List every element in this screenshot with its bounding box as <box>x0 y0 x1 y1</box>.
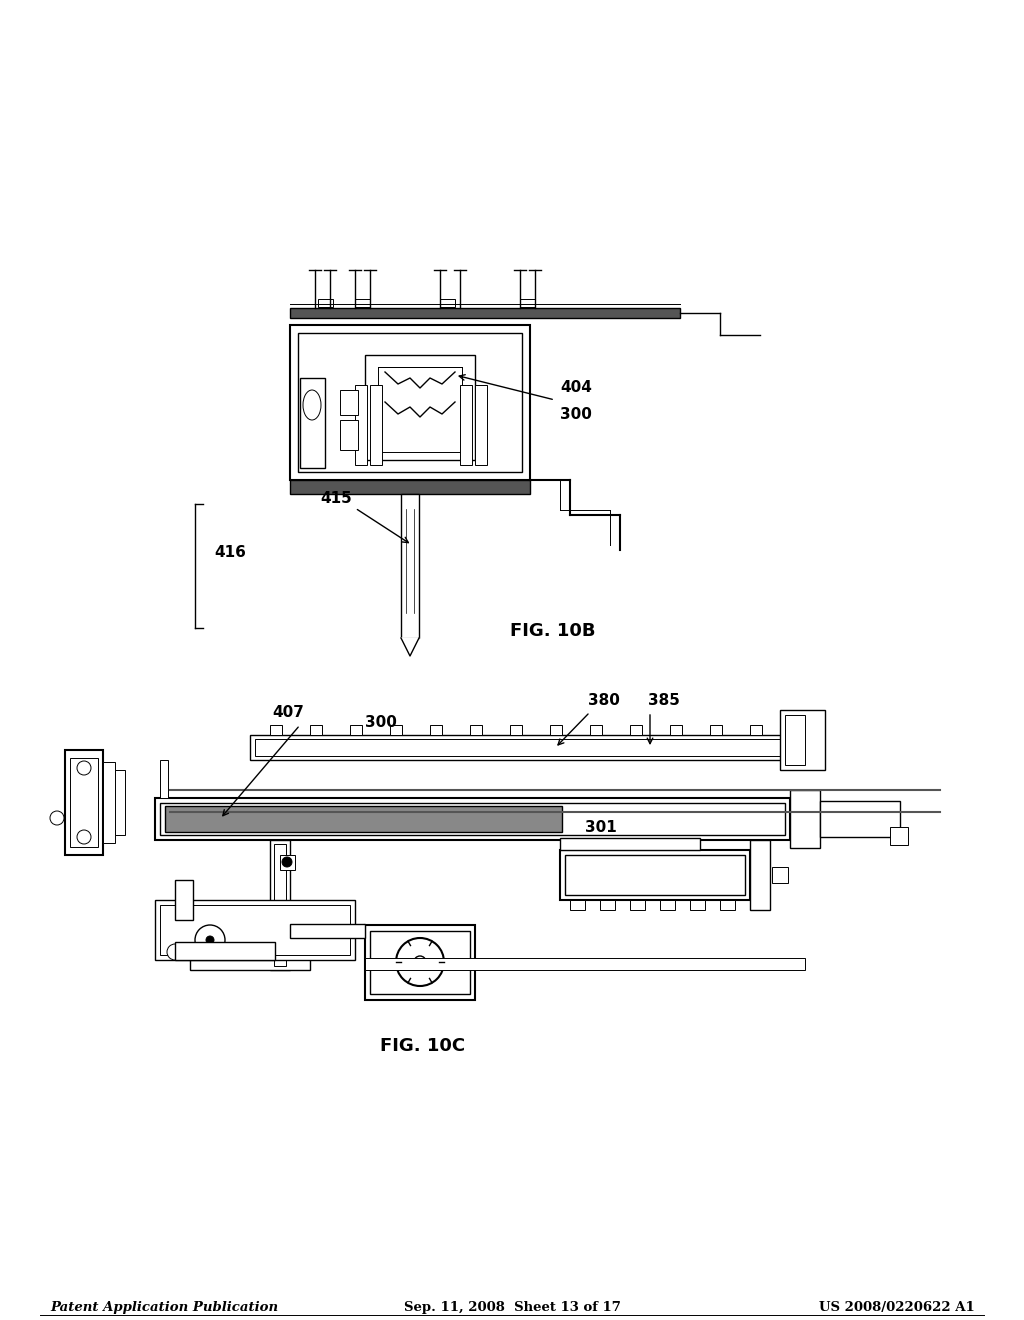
Bar <box>250 735 790 760</box>
Bar <box>690 900 705 909</box>
Bar <box>175 942 275 960</box>
Bar <box>190 950 310 970</box>
Bar <box>550 725 562 735</box>
Bar <box>365 355 475 459</box>
Bar <box>890 828 908 845</box>
Circle shape <box>50 810 63 825</box>
Bar <box>720 900 735 909</box>
Bar <box>290 480 530 494</box>
Bar <box>255 739 785 756</box>
Bar <box>780 710 825 770</box>
Text: 415: 415 <box>319 491 352 506</box>
Text: Patent Application Publication: Patent Application Publication <box>50 1300 279 1313</box>
Bar <box>440 300 455 308</box>
Bar <box>365 925 475 1001</box>
Bar <box>510 725 522 735</box>
Bar <box>115 770 125 836</box>
Text: US 2008/0220622 A1: US 2008/0220622 A1 <box>819 1300 975 1313</box>
Bar <box>630 725 642 735</box>
Bar <box>772 867 788 883</box>
Bar <box>785 715 805 766</box>
Bar <box>750 840 770 909</box>
Bar <box>355 385 367 465</box>
Bar <box>160 760 168 799</box>
Text: FIG. 10B: FIG. 10B <box>510 622 596 640</box>
Circle shape <box>167 944 183 960</box>
Bar <box>290 325 530 480</box>
Bar <box>750 725 762 735</box>
Text: 300: 300 <box>365 715 397 730</box>
Circle shape <box>206 936 214 944</box>
Bar <box>790 789 820 847</box>
Circle shape <box>414 956 426 968</box>
Bar <box>365 958 805 970</box>
Bar <box>370 385 382 465</box>
Text: 301: 301 <box>585 820 616 836</box>
Text: FIG. 10C: FIG. 10C <box>380 1038 465 1055</box>
Circle shape <box>195 925 225 954</box>
Polygon shape <box>401 638 419 656</box>
Bar <box>340 420 358 450</box>
Bar <box>270 725 282 735</box>
Circle shape <box>77 762 91 775</box>
Bar <box>290 924 365 939</box>
Text: 416: 416 <box>214 545 246 560</box>
Bar <box>160 906 350 954</box>
Bar <box>310 725 322 735</box>
Bar <box>155 799 790 840</box>
Bar <box>65 750 103 855</box>
Circle shape <box>396 939 444 986</box>
Bar <box>270 840 290 970</box>
Bar <box>298 333 522 473</box>
Bar <box>710 725 722 735</box>
Bar <box>560 838 700 850</box>
Bar <box>160 803 785 836</box>
Bar <box>600 900 615 909</box>
Bar <box>660 900 675 909</box>
Bar <box>370 931 470 994</box>
Bar <box>430 725 442 735</box>
Bar <box>630 900 645 909</box>
Bar <box>560 850 750 900</box>
Text: 404: 404 <box>560 380 592 395</box>
Bar <box>670 725 682 735</box>
Bar <box>103 762 115 843</box>
Text: Sep. 11, 2008  Sheet 13 of 17: Sep. 11, 2008 Sheet 13 of 17 <box>403 1300 621 1313</box>
Text: 380: 380 <box>588 693 620 708</box>
Bar <box>355 300 370 308</box>
Bar <box>280 855 295 870</box>
Bar <box>70 758 98 847</box>
Bar <box>570 900 585 909</box>
Circle shape <box>418 960 422 964</box>
Bar <box>155 900 355 960</box>
Bar <box>520 300 535 308</box>
Bar <box>390 725 402 735</box>
Bar <box>565 855 745 895</box>
Bar <box>378 367 462 451</box>
Circle shape <box>77 830 91 843</box>
Bar <box>165 807 562 832</box>
Bar <box>300 378 325 469</box>
Bar <box>820 801 900 837</box>
Text: 385: 385 <box>648 693 680 708</box>
Bar <box>318 300 333 308</box>
Text: 407: 407 <box>272 705 304 719</box>
Bar <box>460 385 472 465</box>
Bar <box>350 725 362 735</box>
Ellipse shape <box>303 389 321 420</box>
Bar <box>470 725 482 735</box>
Bar <box>290 308 680 318</box>
Bar <box>340 389 358 414</box>
Bar <box>475 385 487 465</box>
Circle shape <box>282 857 292 867</box>
Bar <box>274 843 286 966</box>
Bar <box>590 725 602 735</box>
Bar <box>401 494 419 638</box>
Text: 300: 300 <box>560 407 592 422</box>
Bar <box>175 880 193 920</box>
